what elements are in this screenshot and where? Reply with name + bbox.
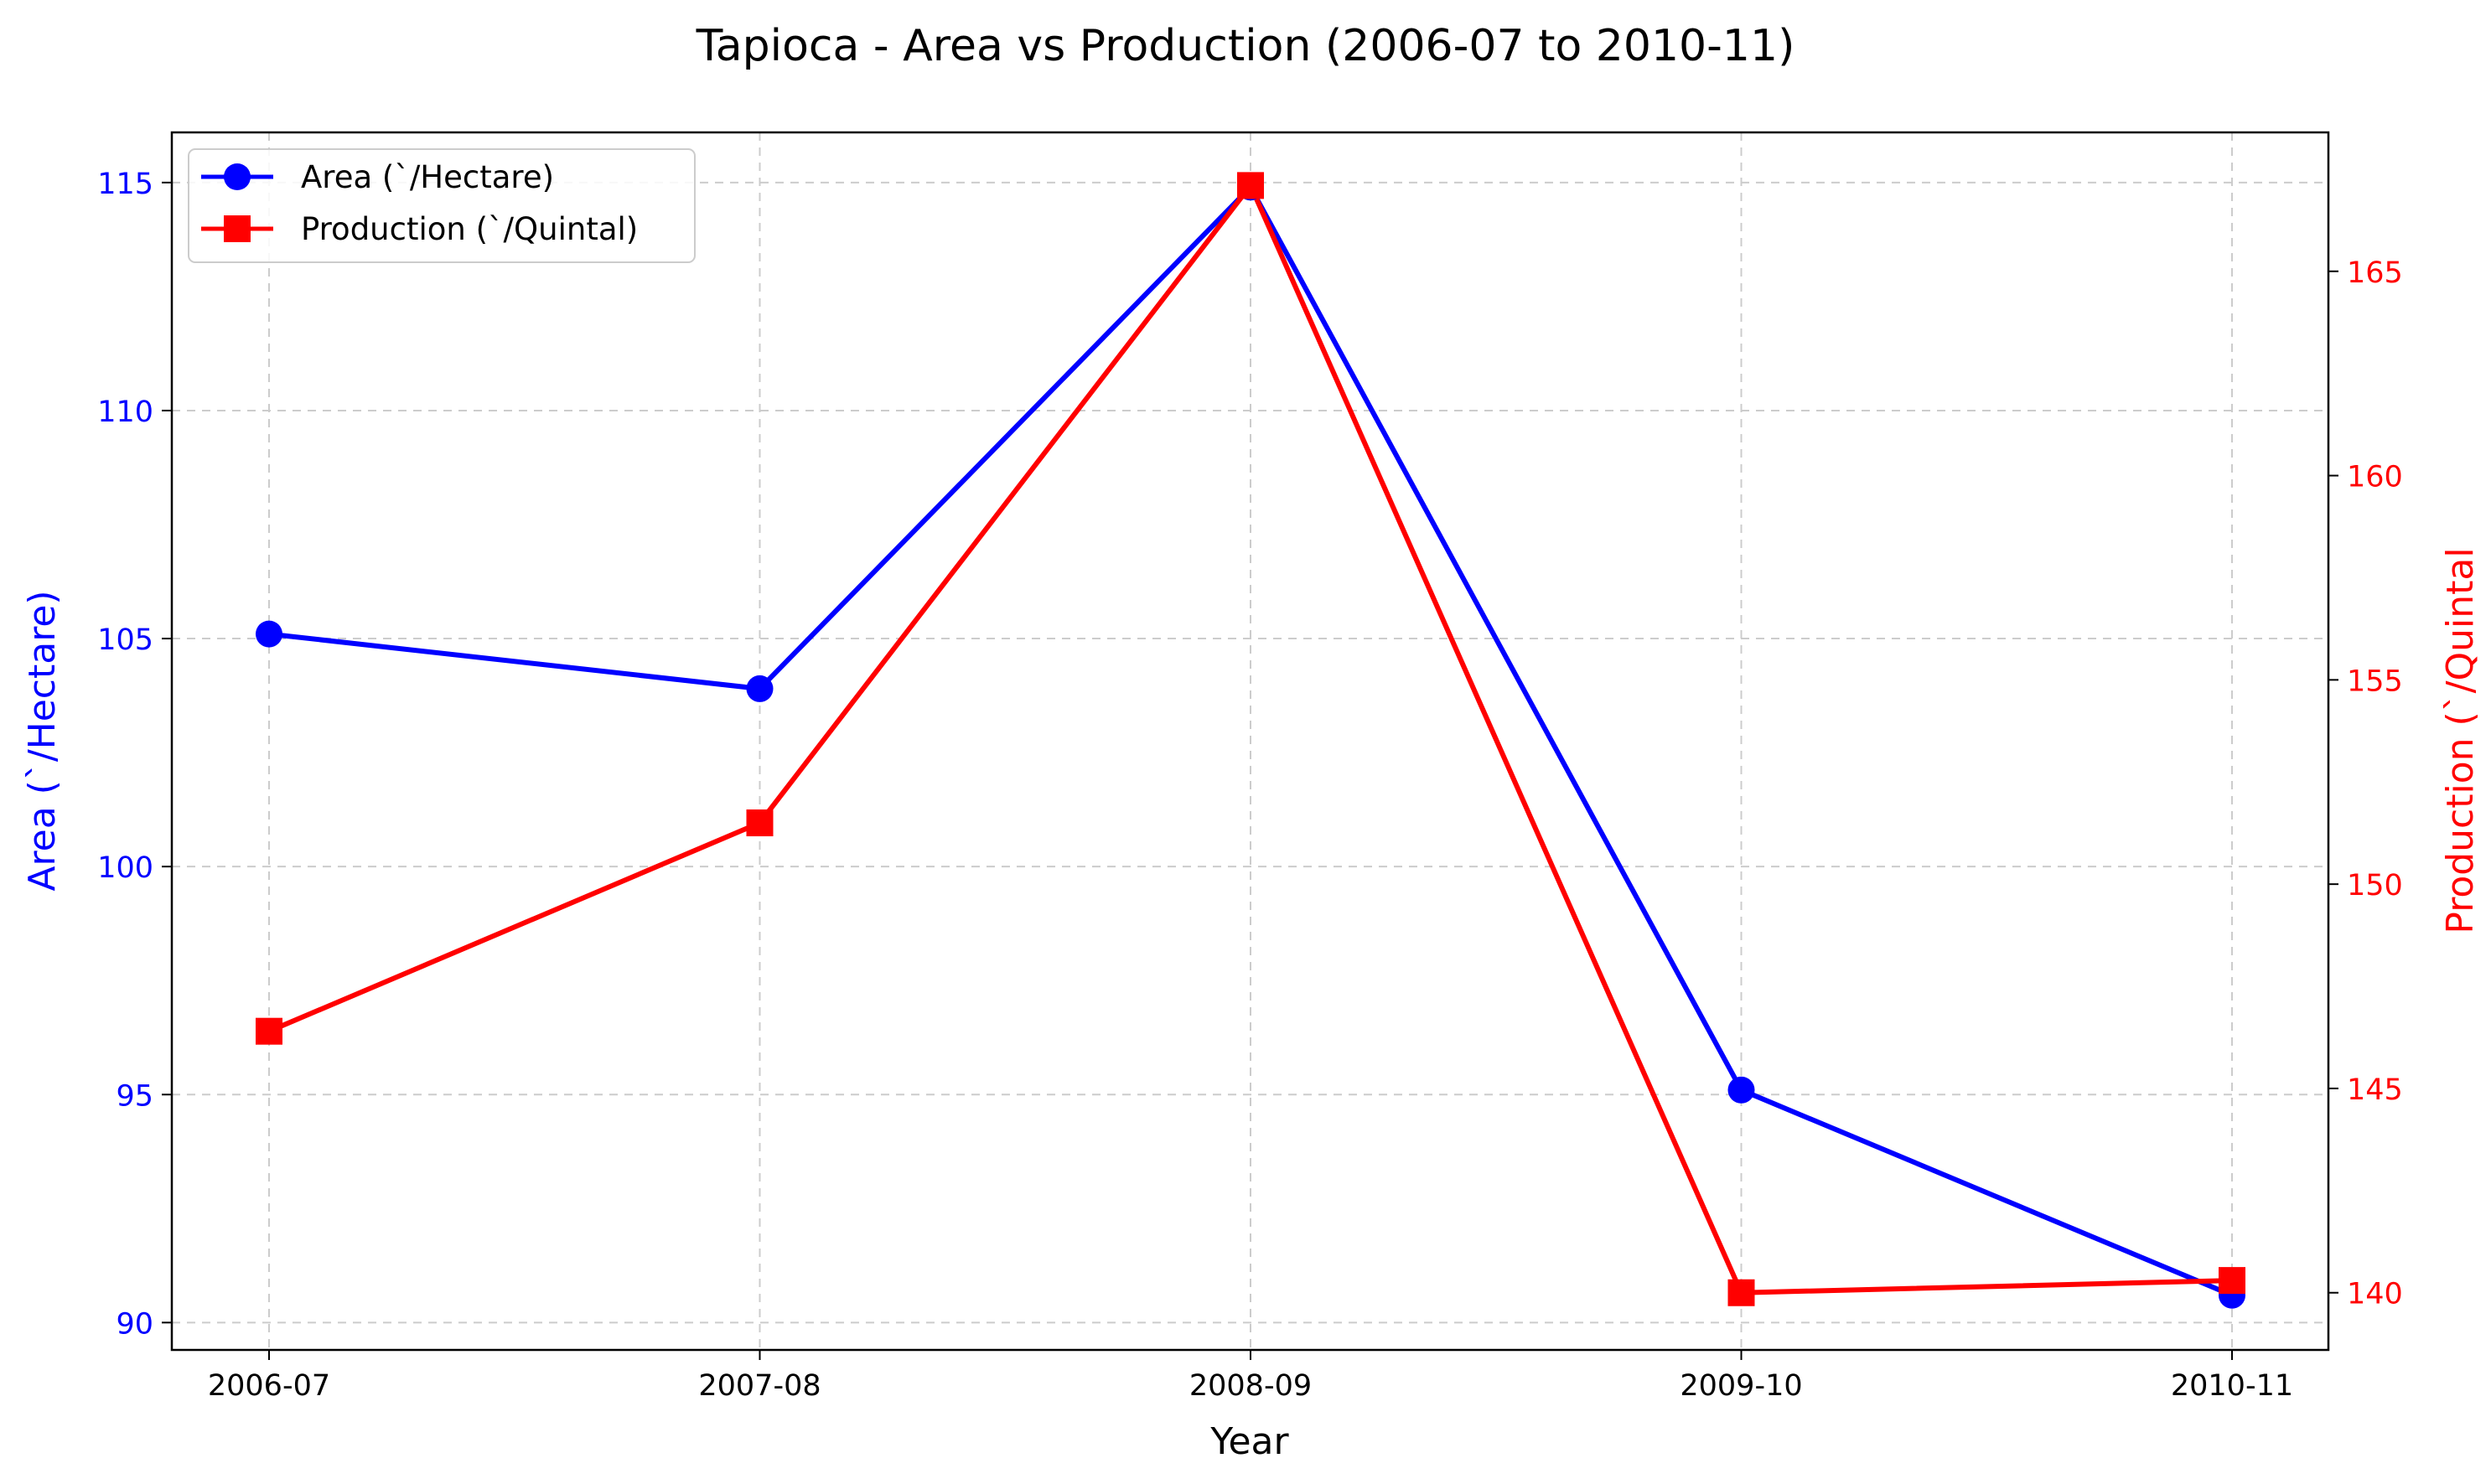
legend-area-label: Area (`/Hectare) xyxy=(301,159,554,195)
right-y-tick-label: 165 xyxy=(2347,256,2403,290)
left-y-tick-label: 115 xyxy=(97,168,153,201)
x-tick-label: 2009-10 xyxy=(1680,1369,1802,1403)
left-y-tick-label: 105 xyxy=(97,623,153,657)
x-tick-label: 2006-07 xyxy=(208,1369,330,1403)
x-tick-label: 2007-08 xyxy=(698,1369,821,1403)
x-axis-label: Year xyxy=(1209,1420,1289,1463)
right-y-tick-label: 140 xyxy=(2347,1278,2403,1311)
left-y-tick-label: 90 xyxy=(116,1307,153,1341)
legend: Area (`/Hectare) Production (`/Quintal) xyxy=(188,148,696,263)
left-y-axis: 90 95 100 105 110 115 xyxy=(97,168,172,1341)
right-y-axis: 140 145 150 155 160 165 xyxy=(2328,256,2403,1311)
right-y-axis-label: Production (`/Quintal xyxy=(2439,547,2482,933)
right-y-tick-label: 160 xyxy=(2347,461,2403,494)
area-point xyxy=(256,620,282,648)
area-point xyxy=(746,675,774,702)
right-y-tick-label: 155 xyxy=(2347,664,2403,698)
x-tick-label: 2008-09 xyxy=(1189,1369,1312,1403)
legend-production-marker xyxy=(224,215,251,242)
left-y-tick-label: 95 xyxy=(116,1079,153,1113)
legend-area-marker xyxy=(224,163,251,190)
series-markers xyxy=(256,172,2245,1309)
right-y-tick-label: 150 xyxy=(2347,869,2403,902)
chart-title: Tapioca - Area vs Production (2006-07 to… xyxy=(696,21,1795,71)
production-point xyxy=(1237,172,1264,199)
production-point xyxy=(1727,1279,1755,1306)
production-point xyxy=(2219,1267,2245,1295)
right-y-tick-label: 145 xyxy=(2347,1073,2403,1107)
x-axis: 2006-07 2007-08 2008-09 2009-10 2010-11 xyxy=(208,1350,2293,1403)
left-y-tick-label: 100 xyxy=(97,851,153,885)
legend-box xyxy=(188,148,696,263)
area-point xyxy=(1727,1076,1755,1104)
left-y-axis-label: Area (`/Hectare) xyxy=(21,590,64,891)
x-tick-label: 2010-11 xyxy=(2171,1369,2293,1403)
production-point xyxy=(256,1017,282,1045)
production-point xyxy=(746,809,774,837)
legend-production-label: Production (`/Quintal) xyxy=(301,211,638,247)
left-y-tick-label: 110 xyxy=(97,396,153,429)
grid xyxy=(172,132,2328,1350)
